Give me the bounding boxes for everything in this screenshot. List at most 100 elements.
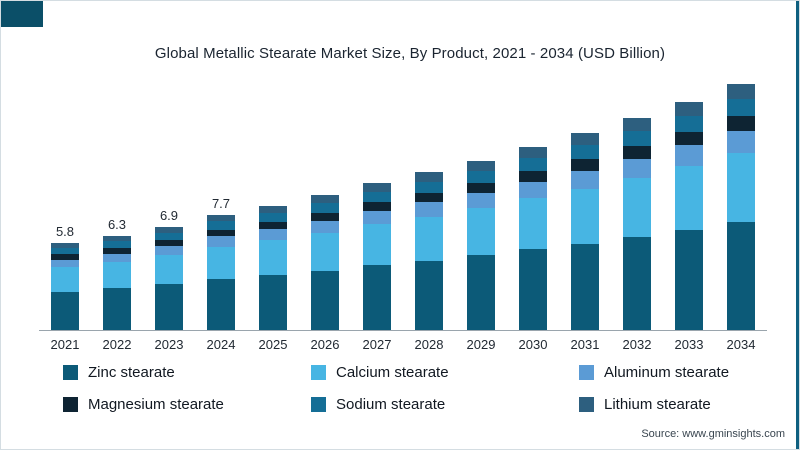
segment-aluminum-stearate-2027 [363, 211, 391, 225]
legend: Zinc stearate Calcium stearate Aluminum st… [63, 364, 779, 413]
segment-calcium-stearate-2026 [311, 232, 339, 271]
legend-label-magnesium-stearate: Magnesium stearate [88, 396, 224, 413]
segment-aluminum-stearate-2026 [311, 220, 339, 233]
legend-swatch-sodium-stearate [311, 397, 326, 412]
segment-sodium-stearate-2026 [311, 203, 339, 213]
segment-calcium-stearate-2028 [415, 216, 443, 261]
x-tick-2023: 2023 [154, 337, 184, 352]
legend-label-calcium-stearate: Calcium stearate [336, 364, 449, 381]
bar-slot-2021: 5.8 [39, 224, 91, 330]
bar-slot-2022: 6.3 [91, 217, 143, 330]
segment-sodium-stearate-2033 [675, 115, 703, 132]
segment-aluminum-stearate-2033 [675, 145, 703, 166]
segment-magnesium-stearate-2033 [675, 131, 703, 146]
x-tick-2033: 2033 [674, 337, 704, 352]
segment-lithium-stearate-2033 [675, 102, 703, 116]
x-tick-2025: 2025 [258, 337, 288, 352]
bar-slot-2025 [247, 205, 299, 330]
bar-slot-2029 [455, 160, 507, 330]
bar-slot-2034 [715, 84, 767, 330]
segment-magnesium-stearate-2024 [207, 229, 235, 237]
segment-magnesium-stearate-2023 [155, 240, 183, 247]
segment-lithium-stearate-2030 [519, 147, 547, 158]
segment-aluminum-stearate-2029 [467, 192, 495, 209]
segment-sodium-stearate-2025 [259, 213, 287, 222]
x-tick-2027: 2027 [362, 337, 392, 352]
plot-area: 5.8 6.3 6.9 7.7 [39, 83, 767, 331]
bar-slot-2031 [559, 133, 611, 330]
segment-lithium-stearate-2029 [467, 160, 495, 171]
segment-zinc-stearate-2023 [155, 284, 183, 330]
segment-zinc-stearate-2029 [467, 255, 495, 330]
segment-sodium-stearate-2024 [207, 221, 235, 230]
stacked-bar-2030 [519, 147, 547, 330]
segment-sodium-stearate-2027 [363, 191, 391, 203]
segment-calcium-stearate-2033 [675, 165, 703, 230]
segment-magnesium-stearate-2032 [623, 145, 651, 159]
segment-sodium-stearate-2021 [51, 248, 79, 255]
segment-aluminum-stearate-2024 [207, 236, 235, 247]
segment-aluminum-stearate-2032 [623, 158, 651, 178]
stacked-bar-2025 [259, 205, 287, 330]
bar-value-label-2022: 6.3 [107, 216, 127, 232]
segment-sodium-stearate-2022 [103, 241, 131, 248]
legend-item-aluminum-stearate: Aluminum stearate [579, 364, 779, 381]
segment-sodium-stearate-2031 [571, 145, 599, 160]
stacked-bar-2021 [51, 243, 79, 330]
bar-slot-2026 [299, 195, 351, 330]
segment-sodium-stearate-2034 [727, 98, 755, 116]
legend-swatch-calcium-stearate [311, 365, 326, 380]
segment-sodium-stearate-2028 [415, 181, 443, 193]
stacked-bar-2032 [623, 118, 651, 330]
segment-aluminum-stearate-2028 [415, 202, 443, 217]
segment-magnesium-stearate-2031 [571, 159, 599, 171]
bar-slot-2024: 7.7 [195, 196, 247, 330]
corner-accent-top-left [1, 1, 43, 27]
segment-magnesium-stearate-2021 [51, 254, 79, 260]
segment-aluminum-stearate-2034 [727, 130, 755, 153]
segment-calcium-stearate-2029 [467, 208, 495, 256]
segment-magnesium-stearate-2025 [259, 221, 287, 230]
segment-lithium-stearate-2024 [207, 214, 235, 222]
segment-calcium-stearate-2021 [51, 267, 79, 292]
bar-slot-2027 [351, 183, 403, 330]
legend-swatch-zinc-stearate [63, 365, 78, 380]
stacked-bar-2027 [363, 183, 391, 330]
segment-zinc-stearate-2025 [259, 275, 287, 330]
segment-magnesium-stearate-2029 [467, 182, 495, 193]
legend-label-aluminum-stearate: Aluminum stearate [604, 364, 730, 381]
segment-lithium-stearate-2027 [363, 183, 391, 192]
segment-sodium-stearate-2032 [623, 131, 651, 146]
stacked-bar-2028 [415, 172, 443, 330]
segment-aluminum-stearate-2031 [571, 170, 599, 189]
x-tick-2026: 2026 [310, 337, 340, 352]
segment-magnesium-stearate-2026 [311, 212, 339, 221]
segment-sodium-stearate-2029 [467, 170, 495, 183]
legend-item-sodium-stearate: Sodium stearate [311, 396, 579, 413]
segment-zinc-stearate-2033 [675, 229, 703, 330]
segment-aluminum-stearate-2022 [103, 253, 131, 263]
legend-swatch-magnesium-stearate [63, 397, 78, 412]
legend-label-sodium-stearate: Sodium stearate [336, 396, 446, 413]
x-axis: 2021 2022 2023 2024 2025 2026 2027 2028 2029 2030… [39, 337, 767, 352]
legend-swatch-aluminum-stearate [579, 365, 594, 380]
segment-calcium-stearate-2034 [727, 152, 755, 222]
segment-calcium-stearate-2022 [103, 262, 131, 289]
segment-lithium-stearate-2021 [51, 243, 79, 249]
x-tick-2030: 2030 [518, 337, 548, 352]
segment-lithium-stearate-2022 [103, 235, 131, 242]
segment-magnesium-stearate-2034 [727, 115, 755, 131]
bar-slot-2023: 6.9 [143, 208, 195, 330]
x-tick-2031: 2031 [570, 337, 600, 352]
segment-lithium-stearate-2032 [623, 118, 651, 132]
x-tick-2024: 2024 [206, 337, 236, 352]
right-edge-accent [796, 1, 799, 449]
x-tick-2032: 2032 [622, 337, 652, 352]
segment-magnesium-stearate-2030 [519, 170, 547, 182]
segment-aluminum-stearate-2030 [519, 181, 547, 199]
segment-aluminum-stearate-2025 [259, 229, 287, 241]
stacked-bar-2034 [727, 84, 755, 330]
segment-lithium-stearate-2025 [259, 205, 287, 214]
chart-title: Global Metallic Stearate Market Size, By… [154, 45, 666, 62]
